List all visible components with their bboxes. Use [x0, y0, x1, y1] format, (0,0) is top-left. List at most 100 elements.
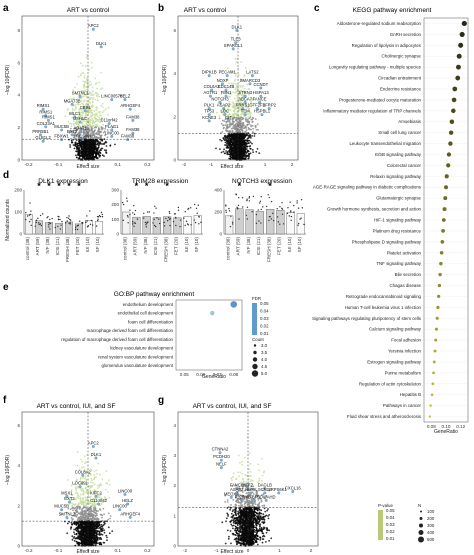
panel-e-term-label: glomerulus vasculature development: [101, 363, 173, 368]
panel-f-sig-point: [91, 445, 95, 448]
panel-f-bg-point: [83, 526, 86, 529]
panel-a-bg-point: [91, 90, 94, 93]
panel-a-points: [64, 54, 116, 161]
panel-d-sample-point: [272, 212, 274, 215]
panel-b-bg-point: [222, 127, 225, 130]
panel-b-bg-point: [234, 141, 237, 144]
panel-e-fdr-tick: 0.03: [260, 316, 269, 321]
panel-a-bg-point: [82, 80, 85, 83]
panel-d-sample-point: [49, 228, 51, 230]
panel-b-bg-point: [243, 131, 246, 134]
panel-d-sample-point: [89, 223, 92, 226]
panel-a-gene-label: LINC00: [105, 130, 120, 135]
panel-g-title: ART vs control, IUI, and SF: [193, 403, 272, 410]
panel-b-bg-point: [236, 87, 239, 90]
panel-a-bg-point: [89, 92, 92, 95]
panel-d-sample-point: [225, 211, 227, 214]
panel-b-bg-point: [241, 144, 244, 147]
panel-f-gene-label: LINC00: [118, 488, 133, 493]
panel-b-bg-point: [236, 118, 238, 121]
panel-f-gene-label: EXT2: [64, 496, 75, 501]
panel-a-bg-point: [85, 78, 88, 80]
panel-d-sample-point: [79, 220, 81, 222]
panel-f-bg-point: [66, 532, 69, 535]
panel-b-bg-point: [235, 150, 238, 153]
panel-f-bg-point: [70, 502, 73, 504]
panel-a-bg-point: [82, 103, 85, 106]
panel-a-bg-point: [69, 146, 72, 148]
panel-b-bg-point: [248, 128, 250, 131]
panel-a-bg-point: [88, 142, 90, 145]
panel-f-sig-point: [78, 485, 82, 489]
panel-f-bg-point: [93, 483, 96, 486]
panel-d-sample-point: [184, 224, 186, 227]
panel-b-bg-point: [239, 124, 242, 127]
panel-a-bg-point: [91, 111, 93, 114]
panel-f-bg-point: [77, 523, 79, 525]
panel-d-sample-point: [39, 214, 42, 217]
panel-b-bg-point: [249, 141, 252, 144]
panel-e-count-dot: [253, 344, 257, 347]
panel-b-bg-point: [239, 126, 242, 128]
panel-c-term-label: Amoebiasis: [398, 119, 421, 124]
panel-b-bg-point: [228, 113, 231, 116]
panel-b-bg-point: [235, 84, 238, 87]
panel-a-bg-point: [90, 150, 93, 153]
panel-a-bg-point: [75, 156, 78, 159]
panel-e-frame: [175, 299, 243, 371]
panel-b-bg-point: [255, 150, 258, 153]
panel-g-bg-point: [248, 468, 251, 471]
panel-d-sample-point: [152, 222, 154, 224]
panel-d-sample-point: [122, 219, 125, 222]
panel-f-bg-point: [85, 540, 88, 542]
panel-f-bg-point: [102, 541, 105, 544]
panel-b-xtick-label: -2: [182, 162, 187, 167]
panel-f-bg-point: [73, 539, 76, 542]
panel-a-bg-point: [71, 116, 74, 119]
panel-f-bg-point: [75, 515, 78, 518]
panel-f-bg-point: [100, 523, 103, 526]
panel-b-bg-point: [234, 92, 236, 94]
panel-f-bg-point: [78, 521, 81, 523]
panel-f-sig-point: [65, 515, 69, 519]
panel-e-title: GO:BP pathway enrichment: [114, 291, 195, 298]
panel-a-bg-point: [100, 88, 102, 91]
panel-a-bg-point: [85, 153, 88, 156]
panel-a-bg-point: [91, 109, 93, 112]
panel-c-term-label: Inflammatory mediator regulation of TRP …: [323, 108, 422, 113]
panel-d-bar: [142, 216, 151, 235]
panel-a-bg-point: [95, 92, 98, 95]
panel-letter-g: g: [158, 395, 164, 406]
panel-a-bg-point: [84, 126, 86, 129]
panel-b-bg-point: [238, 154, 241, 157]
panel-f-bg-point: [107, 526, 110, 529]
panel-b-bg-point: [239, 85, 242, 88]
panel-b-bg-point: [238, 139, 241, 142]
panel-b-bg-point: [237, 84, 240, 87]
panel-f-bg-point: [82, 490, 85, 492]
panel-f-bg-point: [96, 484, 99, 487]
panel-b-bg-point: [245, 145, 248, 148]
panel-f-bg-point: [95, 512, 98, 515]
panel-d-sample-point: [267, 194, 269, 196]
panel-f-bg-point: [98, 534, 101, 536]
panel-a-bg-point: [89, 98, 91, 101]
panel-f-bg-point: [77, 536, 80, 539]
panel-f-bg-point: [82, 493, 85, 496]
panel-f-bg-point: [81, 477, 84, 480]
panel-c-dot: [442, 207, 447, 212]
panel-a-gene-label: SMTNL2: [72, 90, 89, 95]
panel-f-bg-point: [84, 496, 87, 499]
panel-f-bg-point: [91, 536, 94, 538]
panel-f-bg-point: [75, 491, 78, 494]
panel-c-dot: [433, 349, 437, 353]
panel-f-bg-point: [73, 531, 75, 534]
gobp-dotplot: GO:BP pathway enrichment endothelium dev…: [61, 291, 269, 380]
panel-a-bg-point: [76, 147, 78, 149]
panel-d-sample-point: [101, 216, 104, 218]
panel-f-bg-point: [95, 476, 97, 478]
panel-b-bg-point: [233, 104, 236, 106]
panel-d-sample-point: [49, 222, 51, 224]
panel-d-sample-point: [75, 226, 77, 228]
panel-f-bg-point: [74, 537, 77, 540]
